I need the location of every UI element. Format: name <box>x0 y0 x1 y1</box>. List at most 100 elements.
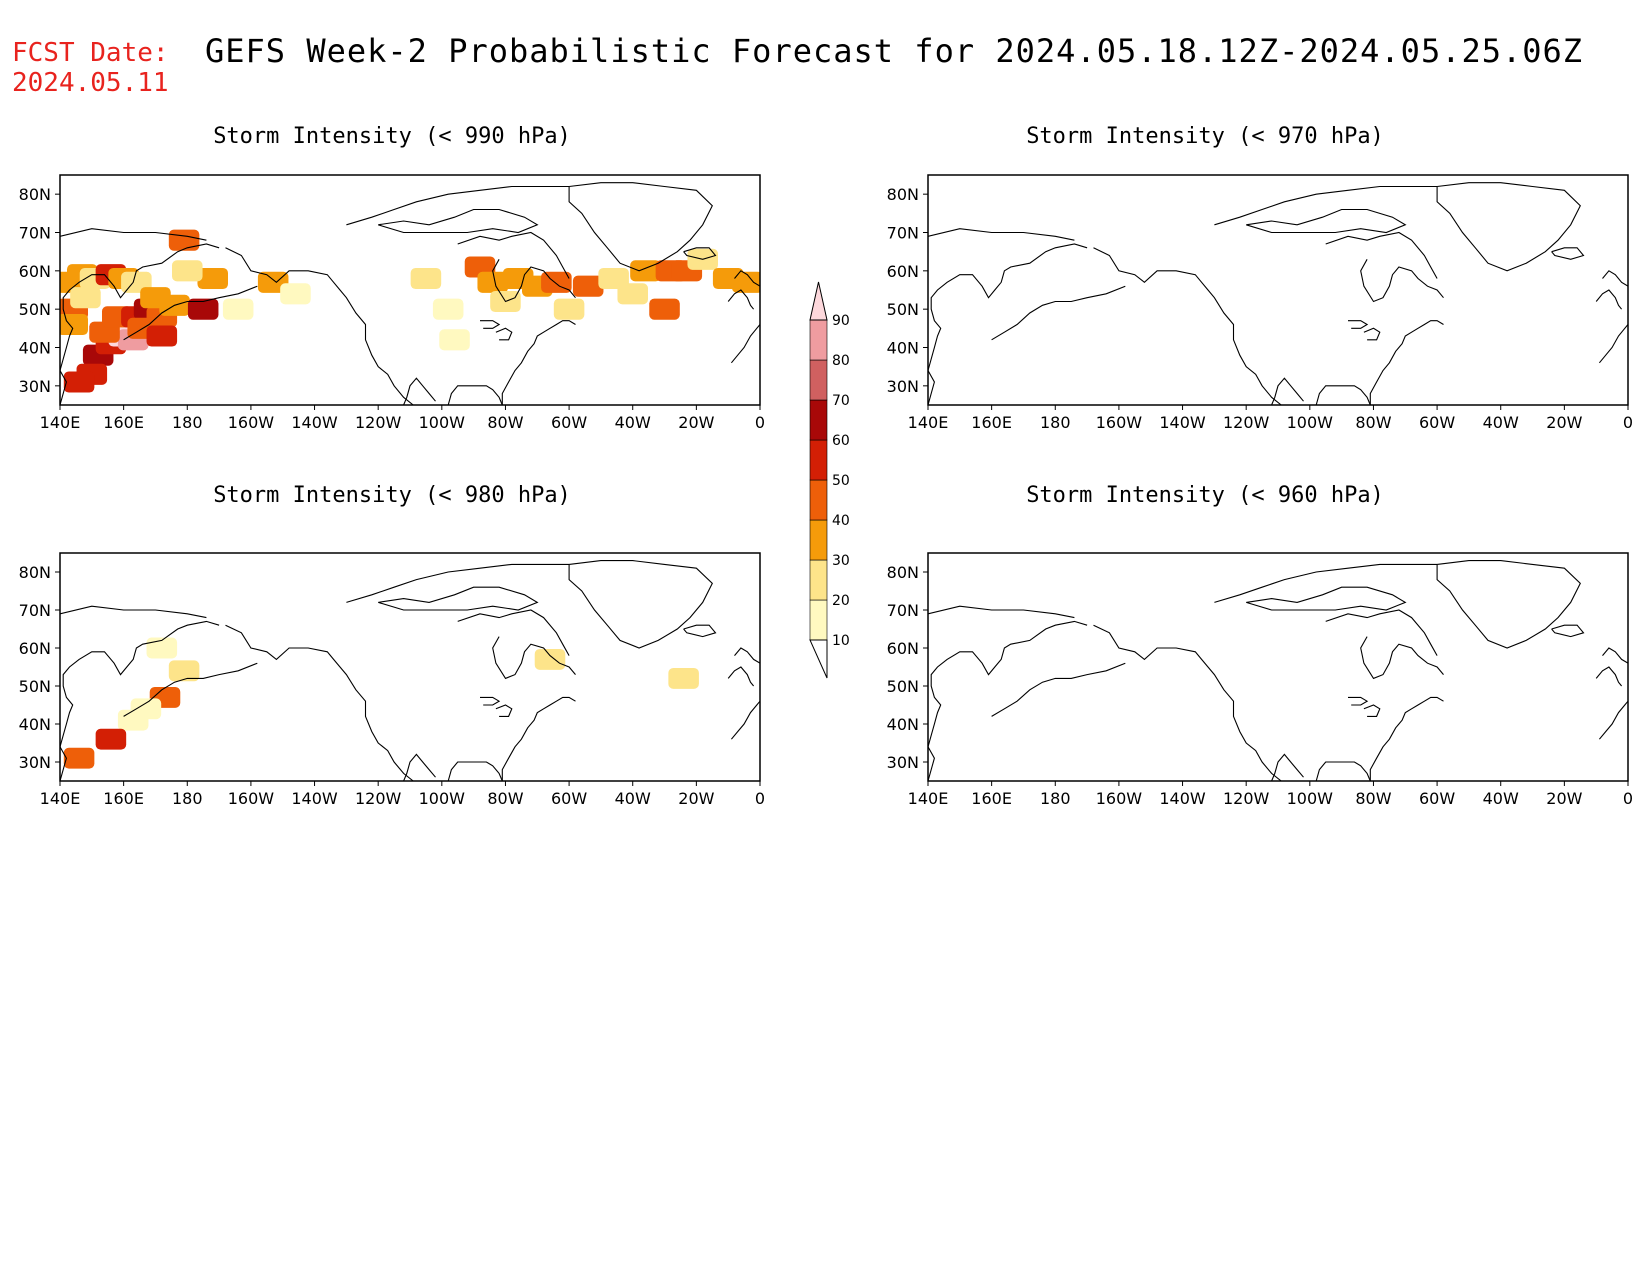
lat-tick-label: 80N <box>19 563 51 582</box>
coastline <box>1360 259 1444 303</box>
probability-cell <box>432 298 464 320</box>
coastline <box>225 624 414 781</box>
lat-tick-label: 40N <box>887 339 919 358</box>
coastline <box>1271 377 1304 405</box>
coastline <box>991 285 1126 341</box>
probability-cell <box>649 298 680 320</box>
lon-tick-label: 20W <box>1546 789 1582 808</box>
probability-cell <box>732 271 760 293</box>
colorbar-segment <box>809 599 828 641</box>
coastline <box>928 228 1075 241</box>
coastline <box>1436 560 1581 649</box>
lon-tick-label: 40W <box>1483 789 1519 808</box>
coastline <box>378 208 539 234</box>
coastline <box>1214 563 1438 603</box>
probability-cell <box>63 371 95 393</box>
lat-tick-label: 60N <box>19 262 51 281</box>
probability-cell <box>60 313 88 336</box>
coastline <box>403 753 436 781</box>
lon-tick-label: 0 <box>1623 789 1633 808</box>
coastline <box>683 247 717 260</box>
coastline <box>378 586 539 611</box>
map-panel-p980: 80N 70N 60N 50N 40N 30N 140E 160E 180 160W 140W 120… <box>19 552 765 808</box>
coastline <box>928 605 1075 619</box>
coastline <box>123 662 258 717</box>
lon-tick-label: 160W <box>228 413 275 432</box>
lon-tick-label: 80W <box>1355 413 1391 432</box>
coastline <box>492 636 576 680</box>
lat-tick-label: 70N <box>19 601 51 620</box>
coastline <box>730 324 760 364</box>
lon-tick-label: 100W <box>1287 413 1334 432</box>
coastlines <box>928 182 1628 405</box>
coastline <box>1348 696 1369 706</box>
lon-tick-label: 120W <box>1223 413 1270 432</box>
coastline <box>1348 320 1369 329</box>
colorbar-label: 40 <box>832 513 850 529</box>
lon-tick-label: 0 <box>755 413 765 432</box>
lat-tick-label: 40N <box>19 339 51 358</box>
coastline <box>1093 247 1282 405</box>
lat-tick-label: 80N <box>887 185 919 204</box>
lon-tick-label: 160E <box>103 413 144 432</box>
coastline <box>1369 320 1444 405</box>
lat-tick-label: 70N <box>19 224 51 243</box>
colorbar-label: 30 <box>832 553 850 569</box>
lat-tick-label: 80N <box>19 185 51 204</box>
coastline <box>1551 247 1585 260</box>
probability-cell <box>477 271 508 293</box>
lat-tick-label: 80N <box>887 563 919 582</box>
colorbar-label: 70 <box>832 393 850 409</box>
lat-tick-label: 30N <box>887 377 919 396</box>
coastline <box>1602 647 1628 664</box>
lon-tick-label: 40W <box>615 789 651 808</box>
probability-cell <box>146 637 178 659</box>
probability-field <box>60 229 760 393</box>
colorbar-segment <box>809 439 828 481</box>
map-frame <box>927 174 1629 406</box>
map-panel-p990: 80N 70N 60N 50N 40N 30N 140E 160E 180 160W 140W 120… <box>19 174 765 432</box>
lon-tick-label: 120W <box>355 789 402 808</box>
panel-title-980: Storm Intensity (< 980 hPa) <box>213 483 571 508</box>
lon-tick-label: 20W <box>1546 413 1582 432</box>
coastline <box>403 377 436 405</box>
probability-cell <box>172 260 203 282</box>
lat-tick-label: 60N <box>887 639 919 658</box>
lat-tick-label: 60N <box>887 262 919 281</box>
lat-tick-label: 30N <box>19 753 51 772</box>
coastline <box>447 761 503 781</box>
coastline <box>60 243 220 371</box>
colorbar-segment <box>809 479 828 521</box>
probability-cell <box>63 747 95 769</box>
lon-tick-label: 180 <box>172 413 203 432</box>
panel-title-970: Storm Intensity (< 970 hPa) <box>1026 124 1384 149</box>
probability-cell <box>168 660 200 682</box>
coastline <box>60 746 67 781</box>
map-frame <box>927 552 1629 782</box>
coastline <box>928 370 935 405</box>
coastline <box>1271 753 1304 781</box>
coastline <box>1246 586 1407 611</box>
colorbar-label: 60 <box>832 433 850 449</box>
panel-title-990: Storm Intensity (< 990 hPa) <box>213 124 571 149</box>
lon-tick-label: 80W <box>487 789 523 808</box>
map-frame <box>59 552 761 782</box>
lon-tick-label: 160E <box>971 413 1012 432</box>
probability-cell <box>197 267 228 290</box>
coastline <box>60 370 67 405</box>
probability-cell <box>168 229 200 251</box>
lon-tick-label: 140W <box>291 789 338 808</box>
colorbar-tail <box>809 639 828 679</box>
lon-tick-label: 60W <box>1419 789 1455 808</box>
panel-title-960: Storm Intensity (< 960 hPa) <box>1026 483 1384 508</box>
lon-tick-label: 180 <box>1040 789 1071 808</box>
lon-tick-label: 60W <box>551 789 587 808</box>
lat-tick-label: 30N <box>19 377 51 396</box>
probability-cell <box>187 298 219 320</box>
lon-tick-label: 160W <box>228 789 275 808</box>
probability-cell <box>572 275 604 297</box>
probability-cell <box>439 329 470 351</box>
lon-tick-label: 140E <box>908 413 949 432</box>
colorbar-segment <box>809 519 828 561</box>
